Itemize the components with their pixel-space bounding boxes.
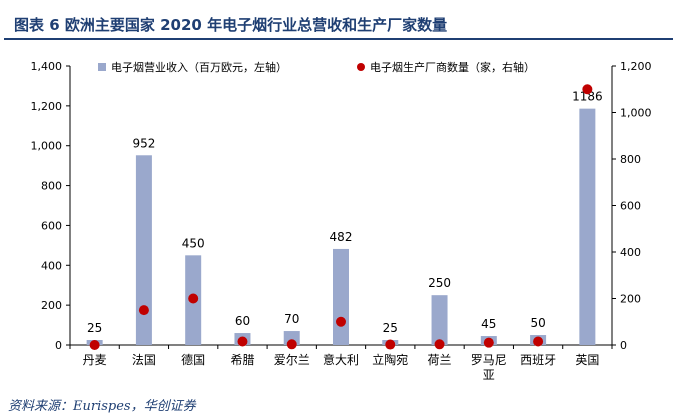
left-tick-label: 600 [41, 219, 62, 232]
right-tick-label: 0 [620, 339, 627, 352]
x-tick-label: 丹麦 [83, 353, 107, 367]
legend-dot-swatch [357, 63, 365, 71]
bar-value-label: 952 [132, 136, 155, 150]
bar [135, 155, 152, 345]
x-tick-label: 亚 [483, 368, 495, 382]
bar [579, 108, 596, 345]
manufacturer-dot [336, 316, 346, 327]
bar-value-label: 1186 [572, 90, 603, 104]
bar-value-label: 450 [182, 236, 205, 250]
manufacturer-dot [237, 336, 248, 347]
left-tick-label: 1,400 [31, 60, 63, 73]
manufacturer-dot [188, 293, 199, 304]
right-tick-label: 600 [620, 200, 641, 213]
bar-value-label: 60 [235, 314, 250, 328]
manufacturer-dot [434, 339, 445, 350]
chart-container: 0 200 400 600 800 1,000 1,200 1,400 0 200 400 600 80… [0, 44, 677, 390]
x-tick-label: 罗马尼 [471, 353, 507, 367]
x-tick-label: 希腊 [230, 352, 254, 367]
x-tick-label: 荷兰 [428, 353, 452, 367]
right-tick-label: 1,200 [620, 60, 652, 73]
figure-title: 图表 6 欧洲主要国家 2020 年电子烟行业总营收和生产厂家数量 [14, 16, 448, 34]
legend-bar-swatch [98, 63, 106, 71]
x-tick-label: 立陶宛 [372, 352, 408, 367]
manufacturer-dot [286, 339, 297, 350]
source-note: 资料来源：Eurispes，华创证券 [8, 399, 196, 414]
bar [333, 248, 349, 345]
manufacturer-dot [533, 336, 544, 347]
left-tick-label: 800 [41, 180, 62, 193]
bar-value-label: 482 [330, 230, 353, 244]
right-tick-label: 800 [620, 153, 641, 166]
bar-value-label: 70 [284, 312, 299, 326]
x-tick-label: 西班牙 [520, 353, 556, 367]
x-tick-label: 意大利 [323, 352, 359, 367]
left-tick-label: 1,200 [31, 100, 63, 113]
legend-dot-label: 电子烟生产厂商数量（家，右轴） [370, 60, 535, 74]
bar-value-label: 45 [481, 317, 496, 331]
right-tick-label: 200 [620, 293, 641, 306]
x-tick-label: 英国 [575, 353, 599, 367]
chart-svg: 0 200 400 600 800 1,000 1,200 1,400 0 200 400 600 80… [31, 60, 652, 382]
manufacturer-dot [483, 337, 494, 348]
left-tick-label: 0 [55, 339, 62, 352]
right-tick-label: 400 [620, 246, 641, 259]
manufacturer-dot [89, 340, 100, 350]
left-tick-label: 200 [41, 299, 62, 312]
bar-value-label: 25 [383, 321, 398, 335]
manufacturer-dot [582, 84, 593, 95]
x-tick-label: 爱尔兰 [274, 352, 310, 367]
bar-value-label: 25 [87, 321, 102, 335]
legend-bar-label: 电子烟营业收入（百万欧元，左轴） [111, 60, 287, 74]
left-tick-label: 1,000 [31, 140, 63, 153]
manufacturer-dot [385, 339, 396, 350]
right-tick-label: 1,000 [620, 107, 652, 120]
manufacturer-dot [138, 305, 149, 316]
bar-value-label: 250 [428, 276, 451, 290]
x-tick-label: 法国 [132, 353, 156, 367]
bar-value-label: 50 [530, 316, 545, 330]
x-tick-label: 德国 [181, 352, 205, 367]
bar [431, 295, 448, 345]
left-tick-label: 400 [41, 259, 62, 272]
title-bar: 图表 6 欧洲主要国家 2020 年电子烟行业总营收和生产厂家数量 [4, 6, 673, 40]
